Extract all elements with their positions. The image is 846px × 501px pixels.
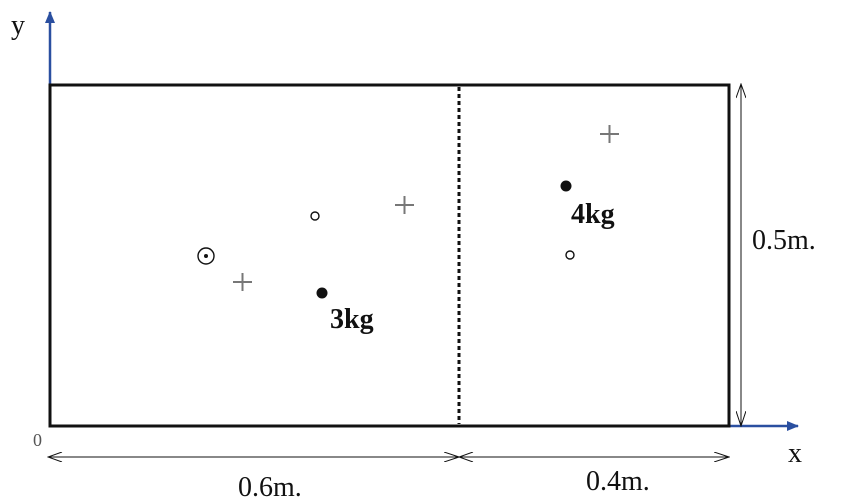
plate-outline [48, 83, 731, 428]
left-width-label: 0.6m. [238, 472, 302, 501]
right-small-point [565, 250, 575, 260]
left-section-center-plus [395, 196, 414, 214]
origin-label: 0 [33, 430, 42, 450]
right-mass-dot [560, 180, 572, 192]
right-mass-label: 4kg [571, 199, 615, 230]
left-mass-label: 3kg [330, 304, 374, 335]
left-small-point [310, 211, 320, 221]
right-section-center-plus [600, 125, 619, 143]
left-mass-dot [316, 287, 328, 299]
lower-left-plus [233, 273, 252, 291]
height-dimension-label: 0.5m. [752, 225, 816, 256]
combined-center-mark [197, 247, 215, 265]
right-width-label: 0.4m. [586, 466, 650, 497]
y-axis-label: y [11, 10, 25, 41]
x-axis-label: x [788, 438, 802, 469]
